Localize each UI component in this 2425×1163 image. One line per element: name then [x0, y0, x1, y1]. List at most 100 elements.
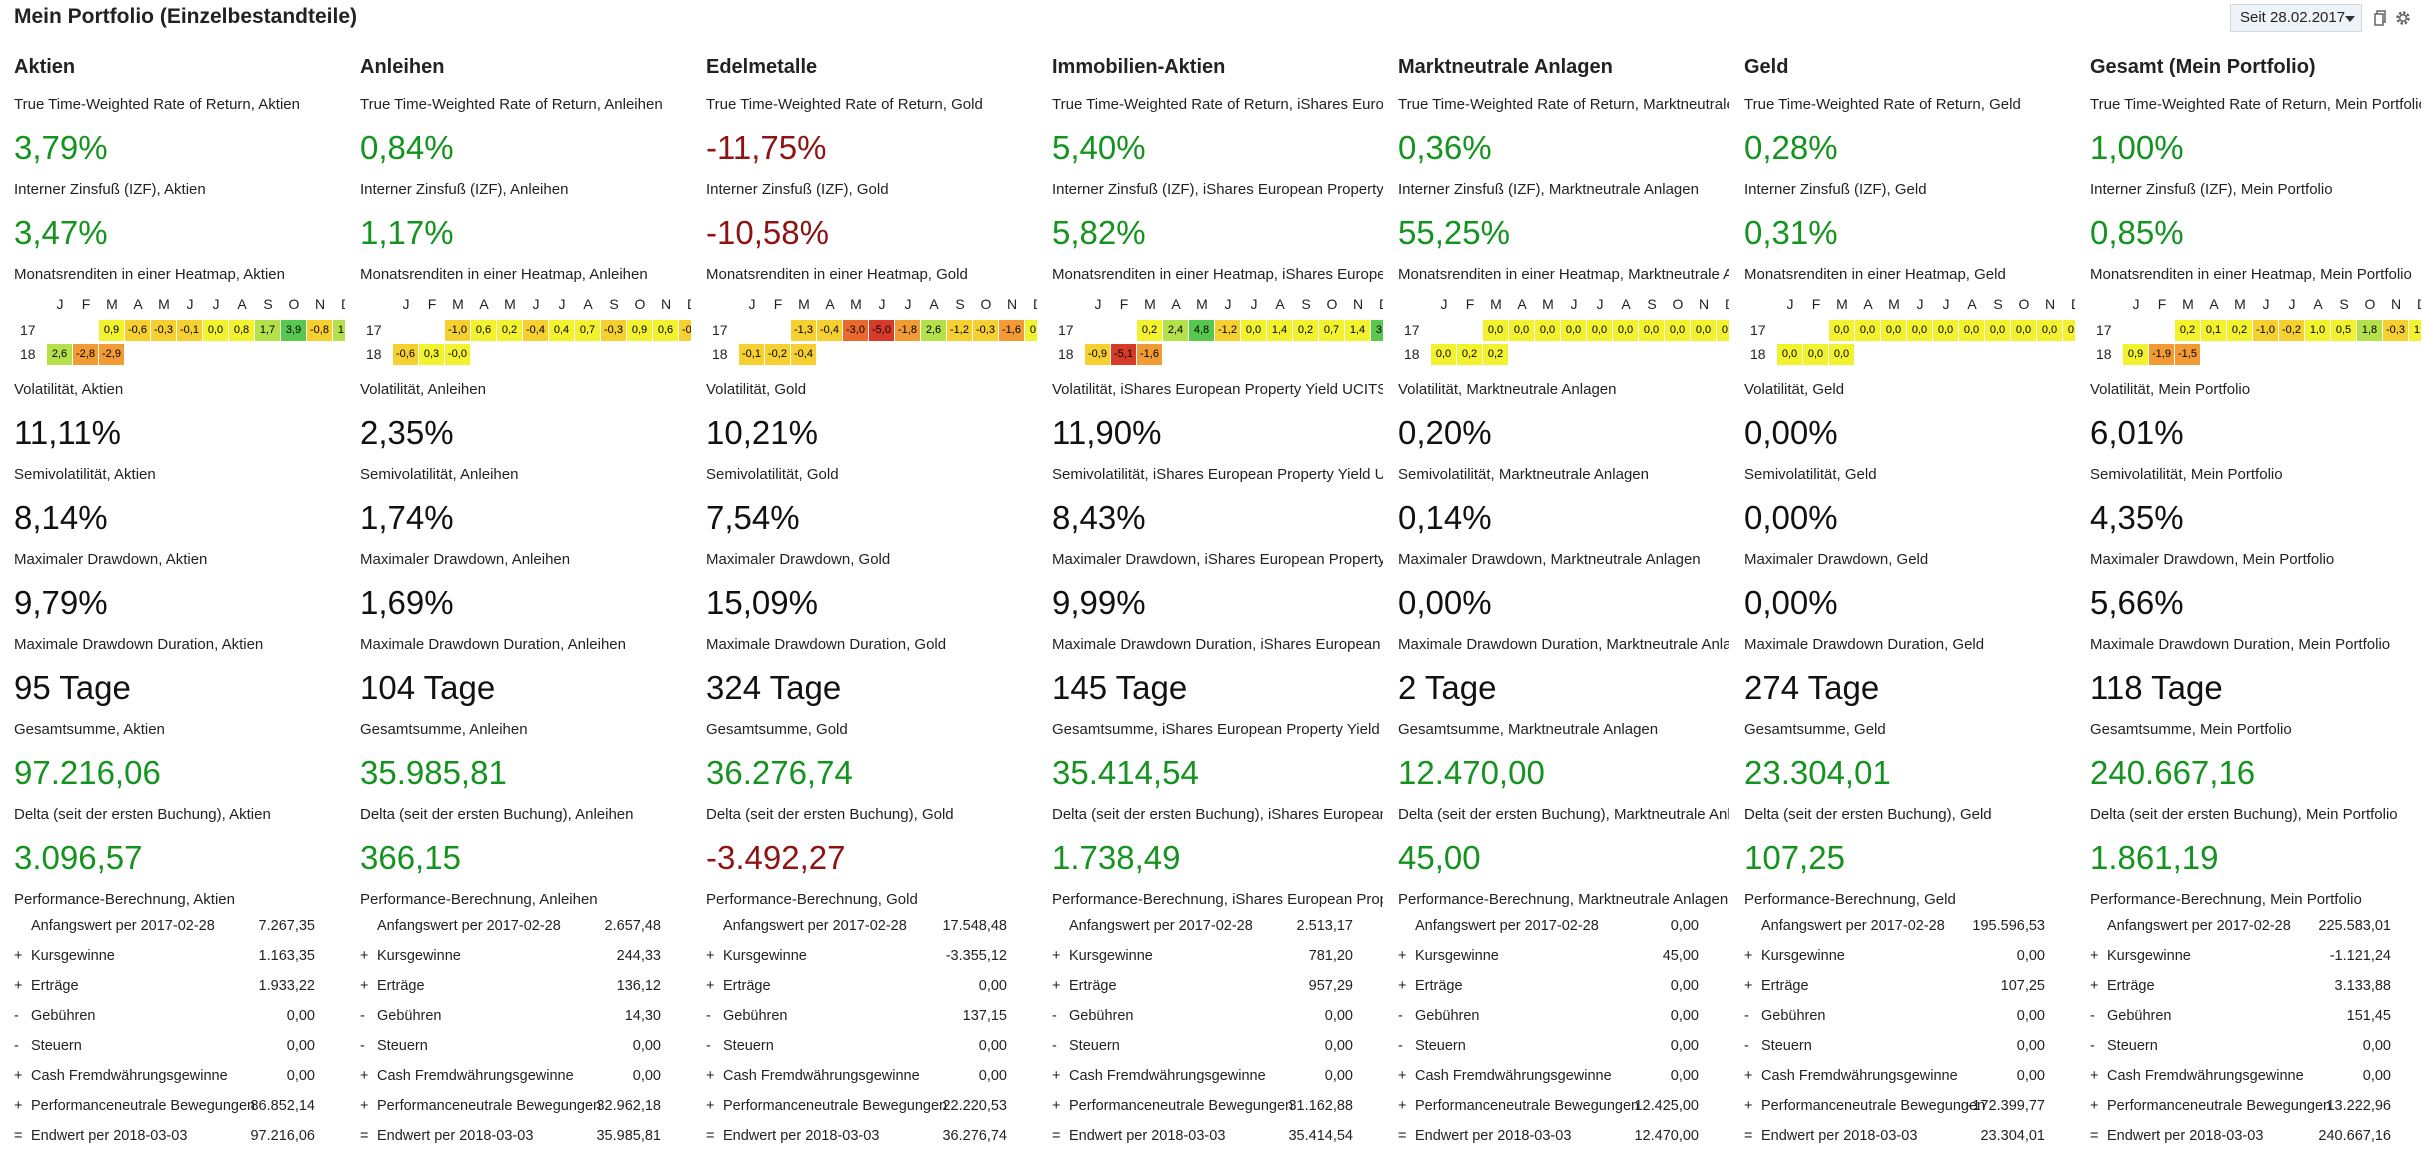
heatmap-cell[interactable]: 0,6: [653, 320, 678, 341]
heatmap-cell[interactable]: 0,0: [1803, 344, 1828, 365]
heatmap-cell[interactable]: 0,3: [2063, 320, 2075, 341]
heatmap-cell[interactable]: 0,7: [575, 320, 600, 341]
heatmap-cell[interactable]: 0,0: [1613, 320, 1638, 341]
heatmap-cell[interactable]: 0,3: [419, 344, 444, 365]
heatmap-cell[interactable]: 0,0: [1933, 320, 1958, 341]
heatmap-cell[interactable]: -0,3: [973, 320, 998, 341]
heatmap-cell[interactable]: 2,6: [921, 320, 946, 341]
heatmap-cell[interactable]: -1,2: [947, 320, 972, 341]
heatmap-cell[interactable]: -0,0: [445, 344, 470, 365]
heatmap-cell[interactable]: -3,0: [843, 320, 868, 341]
heatmap-cell[interactable]: 0,0: [1959, 320, 1984, 341]
heatmap-cell[interactable]: 1,0: [2305, 320, 2330, 341]
heatmap-cell[interactable]: 0,0: [203, 320, 228, 341]
heatmap-cell[interactable]: 0,0: [1717, 320, 1729, 341]
heatmap-cell[interactable]: 0,6: [471, 320, 496, 341]
heatmap-cell[interactable]: 0,8: [229, 320, 254, 341]
gear-icon[interactable]: [2394, 9, 2412, 27]
heatmap-cell[interactable]: 0,0: [1665, 320, 1690, 341]
heatmap-cell[interactable]: 0,0: [1639, 320, 1664, 341]
heatmap-cell[interactable]: -5,0: [869, 320, 894, 341]
heatmap-cell[interactable]: 0,0: [1985, 320, 2010, 341]
heatmap-cell[interactable]: 0,2: [1293, 320, 1318, 341]
heatmap-cell[interactable]: 0,0: [1431, 344, 1456, 365]
heatmap-cell[interactable]: 3,9: [281, 320, 306, 341]
copy-icon[interactable]: [2372, 9, 2390, 27]
heatmap-cell[interactable]: 0,0: [1509, 320, 1534, 341]
heatmap-cell[interactable]: -2,9: [99, 344, 124, 365]
heatmap-cell[interactable]: 0,7: [1319, 320, 1344, 341]
delta-value: 107,25: [1744, 839, 1845, 876]
heatmap-cell[interactable]: 0,0: [1881, 320, 1906, 341]
heatmap-cell[interactable]: -1,9: [2149, 344, 2174, 365]
heatmap-cell[interactable]: -1,6: [999, 320, 1024, 341]
performance-value: 0,00: [2016, 1068, 2045, 1084]
heatmap-cell[interactable]: 1,8: [2357, 320, 2382, 341]
heatmap-cell[interactable]: -0,3: [151, 320, 176, 341]
heatmap-cell[interactable]: 1,4: [1267, 320, 1292, 341]
heatmap-cell[interactable]: 4,8: [1189, 320, 1214, 341]
heatmap-cell[interactable]: 0,9: [2123, 344, 2148, 365]
heatmap-cell[interactable]: 0,0: [1535, 320, 1560, 341]
heatmap-cell[interactable]: 0,0: [1855, 320, 1880, 341]
heatmap-cell[interactable]: 1,4: [1345, 320, 1370, 341]
performance-row: - Steuern 0,00: [360, 1038, 661, 1062]
heatmap-cell[interactable]: 0,0: [1829, 344, 1854, 365]
heatmap-cell[interactable]: -2,8: [73, 344, 98, 365]
heatmap-cell[interactable]: -0,4: [817, 320, 842, 341]
heatmap-cell[interactable]: 0,0: [2037, 320, 2062, 341]
heatmap-cell[interactable]: -0,8: [307, 320, 332, 341]
period-dropdown[interactable]: Seit 28.02.2017: [2230, 4, 2362, 32]
performance-row: + Cash Fremdwährungsgewinne 0,00: [360, 1068, 661, 1092]
heatmap-cell[interactable]: -0,6: [125, 320, 150, 341]
heatmap-cell[interactable]: 0,0: [1483, 320, 1508, 341]
heatmap-cell[interactable]: 2,6: [47, 344, 72, 365]
heatmap-cell[interactable]: -0,9: [1085, 344, 1110, 365]
heatmap-cell[interactable]: 0,2: [2227, 320, 2252, 341]
heatmap-cell[interactable]: 0,2: [1457, 344, 1482, 365]
heatmap-cell[interactable]: -0,3: [2383, 320, 2408, 341]
heatmap-cell[interactable]: -1,0: [445, 320, 470, 341]
heatmap-cell[interactable]: 0,0: [1587, 320, 1612, 341]
heatmap-cell[interactable]: -0,3: [601, 320, 626, 341]
heatmap-cell[interactable]: 0,0: [1241, 320, 1266, 341]
heatmap-cell[interactable]: -5,1: [1111, 344, 1136, 365]
delta-label: Delta (seit der ersten Buchung), Geld: [1744, 806, 1992, 823]
heatmap-cell[interactable]: 0,2: [2175, 320, 2200, 341]
heatmap-cell[interactable]: -0,1: [739, 344, 764, 365]
heatmap-cell[interactable]: 0,2: [497, 320, 522, 341]
heatmap-cell[interactable]: -1,5: [2175, 344, 2200, 365]
heatmap-cell[interactable]: -1,0: [2253, 320, 2278, 341]
heatmap-cell[interactable]: 0,0: [1561, 320, 1586, 341]
heatmap-cell[interactable]: 0,1: [2201, 320, 2226, 341]
heatmap-cell[interactable]: 0,9: [627, 320, 652, 341]
heatmap-cell[interactable]: 0,0: [1691, 320, 1716, 341]
heatmap-cell[interactable]: 0,0: [1829, 320, 1854, 341]
heatmap-cell[interactable]: 2,4: [1163, 320, 1188, 341]
heatmap-cell[interactable]: -1,3: [791, 320, 816, 341]
heatmap-cell[interactable]: 0,0: [1777, 344, 1802, 365]
heatmap-cell[interactable]: 0,2: [1483, 344, 1508, 365]
ttwror-label: True Time-Weighted Rate of Return, Mein …: [2090, 96, 2421, 113]
heatmap-cell[interactable]: -0,4: [791, 344, 816, 365]
heatmap-cell[interactable]: 1,7: [255, 320, 280, 341]
heatmap-cell[interactable]: 1,2: [2409, 320, 2421, 341]
heatmap-cell[interactable]: 0,2: [1137, 320, 1162, 341]
heatmap-cell[interactable]: 0,5: [1025, 320, 1037, 341]
heatmap-cell[interactable]: -1,6: [1137, 344, 1162, 365]
heatmap-cell[interactable]: 0,4: [549, 320, 574, 341]
heatmap-cell[interactable]: -1,2: [1215, 320, 1240, 341]
heatmap-cell[interactable]: 1,5: [333, 320, 345, 341]
heatmap-cell[interactable]: -1,8: [895, 320, 920, 341]
heatmap-cell[interactable]: -0,4: [523, 320, 548, 341]
heatmap-cell[interactable]: -0,2: [2279, 320, 2304, 341]
heatmap-cell[interactable]: -0,4: [679, 320, 691, 341]
heatmap-cell[interactable]: 0,0: [1907, 320, 1932, 341]
heatmap-cell[interactable]: -0,2: [765, 344, 790, 365]
heatmap-cell[interactable]: 0,9: [99, 320, 124, 341]
heatmap-cell[interactable]: 0,0: [2011, 320, 2036, 341]
heatmap-cell[interactable]: 3,3: [1371, 320, 1383, 341]
heatmap-cell[interactable]: -0,1: [177, 320, 202, 341]
heatmap-cell[interactable]: -0,6: [393, 344, 418, 365]
heatmap-cell[interactable]: 0,5: [2331, 320, 2356, 341]
